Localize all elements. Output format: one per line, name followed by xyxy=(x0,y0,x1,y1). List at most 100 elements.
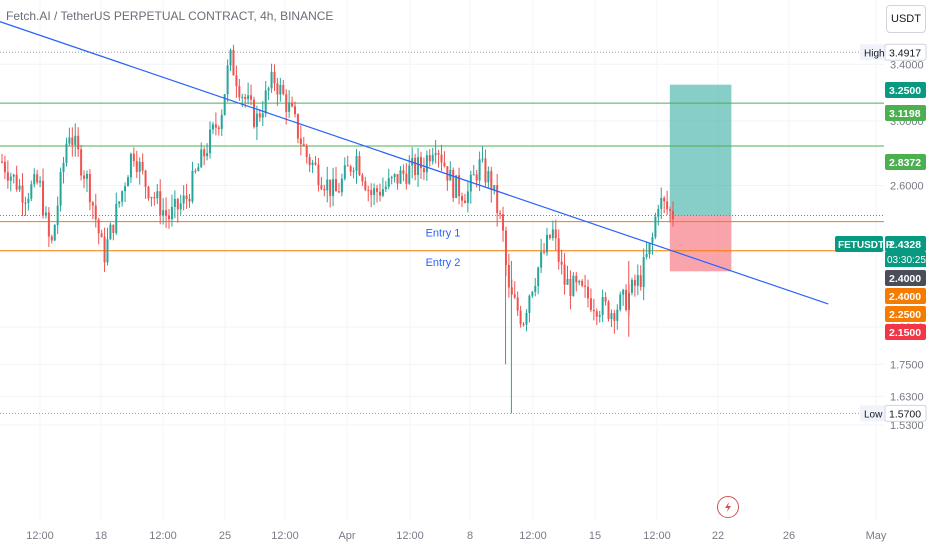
candle-body xyxy=(671,210,674,220)
candle-body xyxy=(85,173,88,179)
symbol-tag: FETUSDT.P xyxy=(838,240,893,251)
candle-body xyxy=(159,191,162,216)
candle-body xyxy=(551,229,554,239)
candle-body xyxy=(15,174,18,190)
candle-body xyxy=(557,238,560,262)
candle-body xyxy=(461,196,464,201)
candle-body xyxy=(147,186,150,199)
candle-body xyxy=(545,234,548,253)
currency-button[interactable]: USDT xyxy=(886,5,926,33)
candle-body xyxy=(285,94,288,112)
trendline xyxy=(0,21,829,305)
candle-body xyxy=(563,264,566,285)
candle-body xyxy=(12,174,15,177)
candle-body xyxy=(666,201,669,210)
x-tick-label: 12:00 xyxy=(643,530,671,542)
candle-body xyxy=(399,170,402,184)
candle-body xyxy=(194,170,197,172)
candle-body xyxy=(220,114,223,129)
candle-body xyxy=(534,285,537,292)
candle-body xyxy=(21,185,24,203)
candle-body xyxy=(343,165,346,179)
price-tag-bg xyxy=(885,324,926,340)
candle-body xyxy=(206,153,209,157)
candle-body xyxy=(109,224,112,240)
candle-body xyxy=(642,257,645,287)
candle-body xyxy=(144,170,147,187)
candle-body xyxy=(232,50,235,76)
candle-body xyxy=(455,175,458,198)
candle-body xyxy=(197,167,200,172)
candle-body xyxy=(214,124,217,128)
candle-body xyxy=(270,71,273,89)
candle-body xyxy=(431,154,434,162)
candle-body xyxy=(188,198,191,202)
countdown: 03:30:25 xyxy=(887,255,926,266)
candle-body xyxy=(179,203,182,210)
candle-body xyxy=(502,214,505,231)
candle-body xyxy=(648,242,651,255)
candle-body xyxy=(481,158,484,160)
candle-body xyxy=(417,157,420,176)
candle-body xyxy=(469,174,472,192)
x-tick-label: 22 xyxy=(712,530,724,542)
candle-body xyxy=(633,280,636,286)
price-tag: 2.4000 xyxy=(889,273,921,285)
candle-body xyxy=(387,178,390,187)
candle-body xyxy=(335,179,338,192)
candle-body xyxy=(358,156,361,175)
chart-title: Fetch.AI / TetherUS PERPETUAL CONTRACT, … xyxy=(6,9,334,23)
candle-body xyxy=(487,171,490,183)
candle-body xyxy=(463,200,466,204)
x-tick-label: 12:00 xyxy=(519,530,547,542)
candle-body xyxy=(554,229,557,239)
candle-body xyxy=(610,313,613,320)
candle-body xyxy=(616,309,619,321)
candle-body xyxy=(250,95,253,100)
candle-body xyxy=(156,191,159,199)
price-tag: 3.2500 xyxy=(889,85,921,97)
candle-body xyxy=(129,153,132,178)
candle-body xyxy=(279,85,282,95)
candle-body xyxy=(311,162,314,166)
candle-body xyxy=(6,172,9,181)
candle-body xyxy=(390,177,393,179)
x-tick-label: 12:00 xyxy=(396,530,424,542)
candle-body xyxy=(584,285,587,287)
price-tag-bg xyxy=(885,306,926,322)
candle-body xyxy=(428,155,431,162)
candle-body xyxy=(305,145,308,158)
candle-body xyxy=(402,170,405,174)
candle-body xyxy=(548,234,551,239)
candle-body xyxy=(598,315,601,317)
candle-body xyxy=(384,186,387,190)
price-tag-bg xyxy=(885,82,926,98)
candle-body xyxy=(519,310,522,325)
high-label-bg xyxy=(860,44,886,61)
candle-body xyxy=(124,186,127,192)
candle-body xyxy=(203,149,206,157)
candle-body xyxy=(651,237,654,243)
candle-body xyxy=(74,135,77,145)
candle-body xyxy=(329,179,332,196)
candle-body xyxy=(247,95,250,100)
lightning-bolt-icon[interactable] xyxy=(717,496,739,518)
candle-body xyxy=(645,254,648,258)
candle-body xyxy=(168,215,171,220)
candle-body xyxy=(540,251,543,268)
candle-body xyxy=(65,143,68,163)
price-tag: 3.1198 xyxy=(889,108,921,120)
symbol-tag-bg xyxy=(835,236,883,252)
low-label-bg xyxy=(860,405,886,422)
price-tag-bg xyxy=(885,270,926,286)
price-tag-bg xyxy=(885,105,926,121)
candle-body xyxy=(296,114,299,139)
price-tag: 2.2500 xyxy=(889,309,921,321)
candle-body xyxy=(77,135,80,150)
candle-body xyxy=(53,225,56,241)
x-tick-label: May xyxy=(866,530,887,542)
x-axis: 12:00 18 12:00 25 12:00 Apr 12:00 8 12:00 15 12:00… xyxy=(26,530,887,542)
candle-body xyxy=(496,185,499,214)
